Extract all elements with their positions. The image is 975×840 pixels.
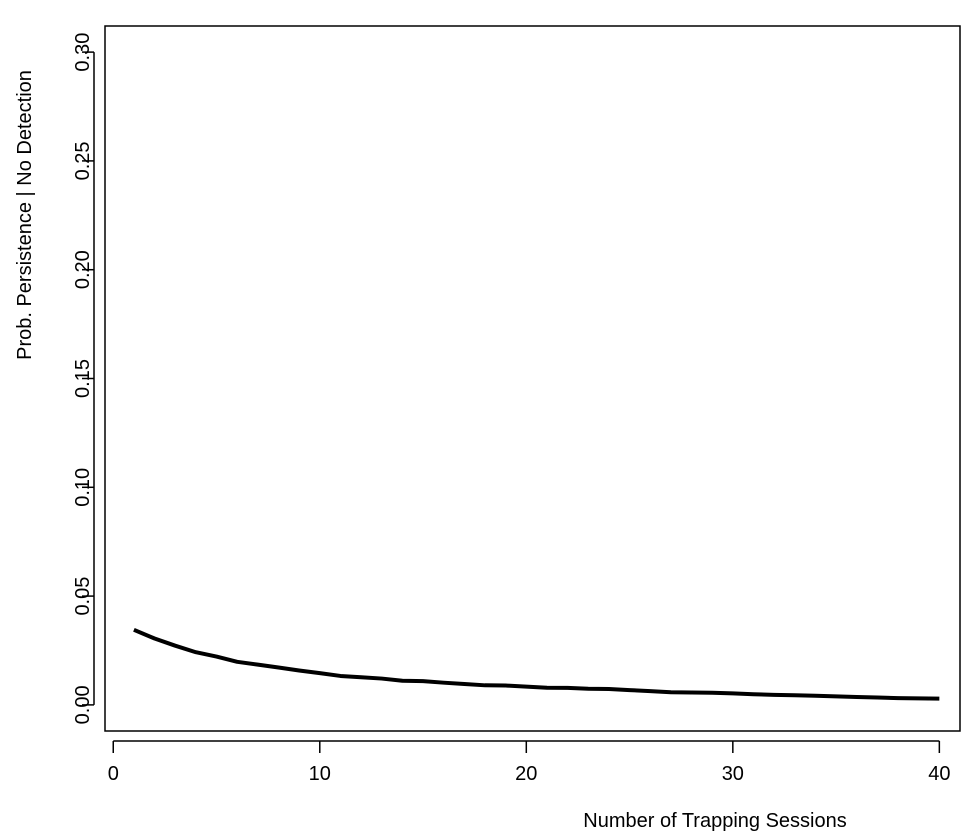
y-tick-label: 0.25 bbox=[72, 141, 94, 180]
x-axis: 0 10 20 30 40 bbox=[108, 740, 950, 785]
y-axis: 0.00 0.05 0.10 0.15 0.20 0.25 0.30 bbox=[72, 33, 95, 724]
y-tick-label: 0.30 bbox=[72, 33, 94, 72]
x-tick-label: 10 bbox=[309, 763, 331, 785]
x-axis-title: Number of Trapping Sessions bbox=[583, 810, 846, 832]
series-line bbox=[133, 627, 940, 701]
y-axis-title: Prob. Persistence | No Detection bbox=[14, 70, 36, 360]
y-tick-label: 0.10 bbox=[72, 468, 94, 507]
y-tick-label: 0.00 bbox=[72, 685, 94, 724]
x-tick-label: 30 bbox=[722, 763, 744, 785]
series-layer bbox=[133, 627, 940, 701]
x-tick-label: 0 bbox=[108, 763, 119, 785]
plot-frame bbox=[104, 25, 961, 732]
x-tick-label: 20 bbox=[515, 763, 537, 785]
y-tick-label: 0.15 bbox=[72, 359, 94, 398]
x-tick-label: 40 bbox=[928, 763, 950, 785]
y-tick-label: 0.05 bbox=[72, 577, 94, 616]
y-tick-label: 0.20 bbox=[72, 250, 94, 289]
